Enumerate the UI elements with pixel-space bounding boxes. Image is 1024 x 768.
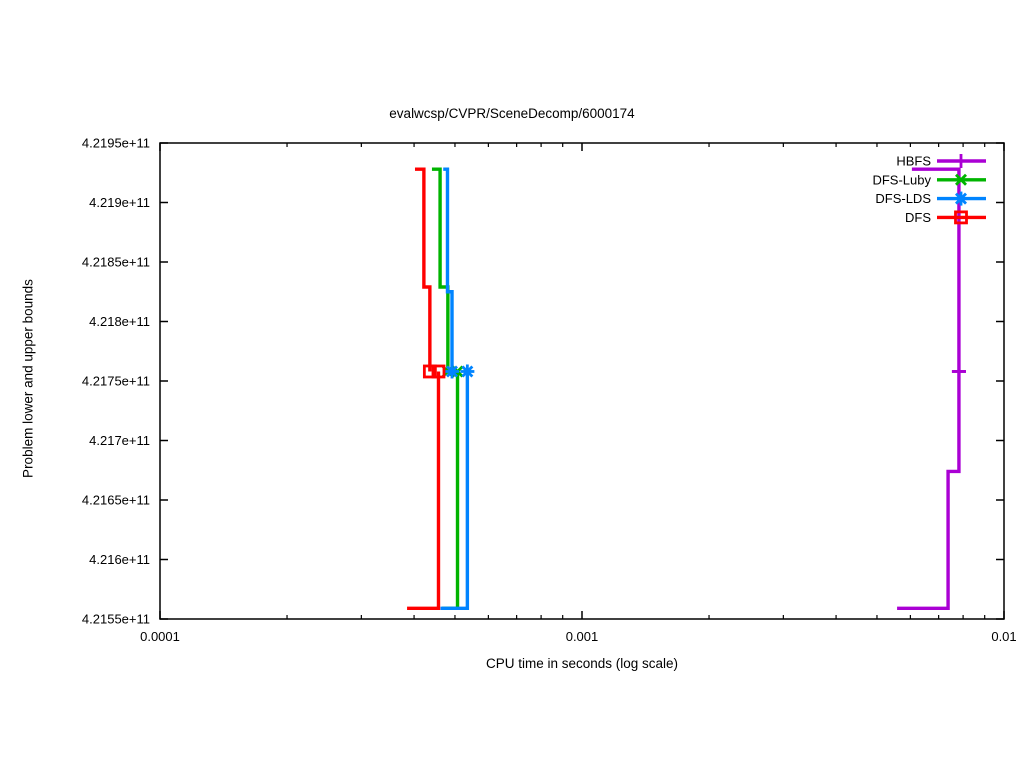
chart-title: evalwcsp/CVPR/SceneDecomp/6000174 xyxy=(389,106,635,121)
y-tick-label: 4.219e+11 xyxy=(89,195,150,210)
series-hbfs-upper-bound-line xyxy=(911,167,961,372)
square-marker xyxy=(431,364,446,379)
square-marker xyxy=(422,364,437,379)
legend-label-dfs-luby: DFS-Luby xyxy=(872,172,931,187)
y-tick-label: 4.2155e+11 xyxy=(82,612,150,627)
asterisk-marker xyxy=(446,365,458,378)
legend-asterisk-marker xyxy=(955,192,967,205)
y-tick-label: 4.2185e+11 xyxy=(82,255,150,270)
legend-label-hbfs: HBFS xyxy=(896,154,931,169)
legend-label-dfs-lds: DFS-LDS xyxy=(875,191,931,206)
legend-cross-marker xyxy=(955,173,967,186)
x-tick-label: 0.001 xyxy=(566,629,599,644)
x-tick-label: 0.01 xyxy=(991,629,1016,644)
series-dfs-lower-bound-line xyxy=(407,371,441,610)
y-tick-label: 4.2195e+11 xyxy=(82,136,150,151)
y-tick-label: 4.218e+11 xyxy=(89,314,150,329)
series-dfs-lds-upper-bound-line xyxy=(443,167,454,372)
y-tick-label: 4.216e+11 xyxy=(89,552,150,567)
legend-square-marker xyxy=(954,210,968,225)
legend-label-dfs: DFS xyxy=(905,210,931,225)
x-tick-label: 0.0001 xyxy=(140,629,180,644)
series-dfs-luby-lower-bound-line xyxy=(442,371,460,610)
y-tick-label: 4.2175e+11 xyxy=(82,374,150,389)
y-tick-label: 4.2165e+11 xyxy=(82,493,150,508)
series-hbfs-lower-bound-line xyxy=(897,371,961,610)
x-axis-label: CPU time in seconds (log scale) xyxy=(485,656,679,671)
y-tick-label: 4.217e+11 xyxy=(89,433,150,448)
series-dfs-lds-lower-bound-line xyxy=(440,371,470,610)
plot-border xyxy=(159,142,1005,620)
series-dfs-luby-upper-bound-line xyxy=(431,167,450,372)
asterisk-marker xyxy=(461,365,474,378)
series-dfs-upper-bound-line xyxy=(414,167,432,372)
